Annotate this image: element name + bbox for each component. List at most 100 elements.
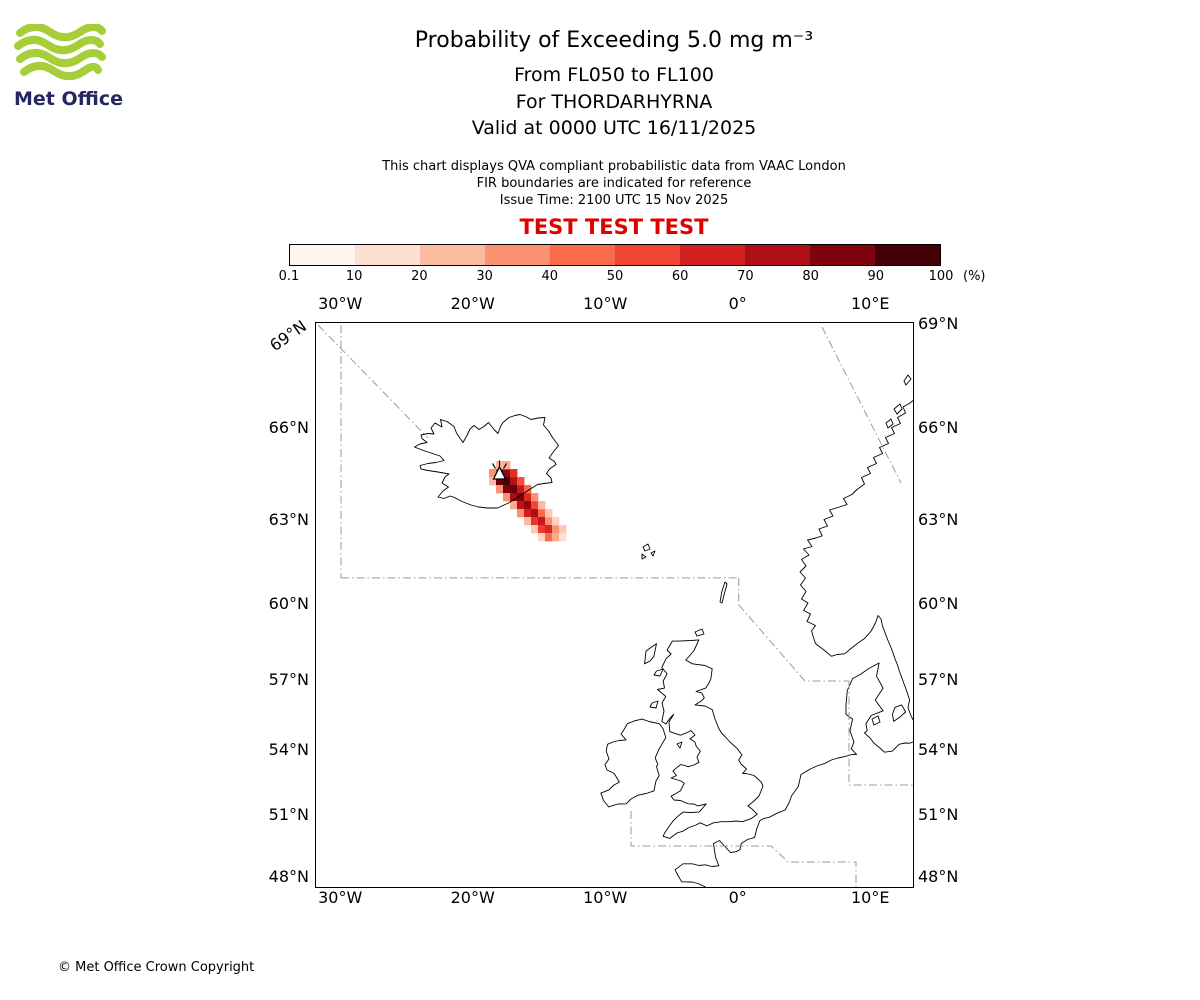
ash-plume-cell (517, 493, 525, 502)
island-skye (653, 668, 664, 677)
ash-plume-cell (552, 525, 560, 534)
island-isle-of-man (676, 741, 683, 749)
colorbar-tick-label: 60 (671, 269, 689, 284)
coastline-continent (674, 662, 913, 887)
latitude-label-left: 60°N (268, 593, 309, 613)
longitude-label: 0° (728, 294, 747, 313)
longitude-label: 0° (728, 888, 747, 907)
colorbar-tick-label: 80 (802, 269, 819, 284)
met-office-logo-text: Met Office (14, 88, 123, 110)
colorbar-tick-label: 90 (867, 269, 885, 284)
colorbar-tick-label: 40 (541, 269, 559, 284)
ash-plume-cell (510, 485, 518, 494)
latitude-label-right: 60°N (918, 593, 959, 613)
island-orkney (694, 628, 705, 637)
fir-boundary-north-sea (738, 604, 849, 682)
ash-plume-cell (510, 493, 518, 502)
ash-plume-cell (552, 533, 560, 542)
fir-boundary-norway-north (821, 326, 902, 484)
ash-plume-cell (496, 477, 504, 486)
fir-boundary-london-south (630, 811, 857, 887)
chart-subtitle-valid-time: Valid at 0000 UTC 16/11/2025 (471, 117, 757, 139)
ash-plume-cell (496, 485, 504, 494)
colorbar-segment (680, 245, 745, 265)
ash-plume-cell (545, 533, 553, 542)
longitude-label: 10°W (583, 294, 628, 313)
latitude-label-left: 66°N (268, 417, 309, 437)
ash-plume-cell (559, 525, 567, 534)
coastline-great-britain (657, 639, 764, 839)
copyright-notice: © Met Office Crown Copyright (58, 960, 255, 975)
ash-plume-cell (524, 501, 532, 510)
colorbar-segment (810, 245, 875, 265)
ash-plume-cell (538, 533, 546, 542)
coastlines (414, 374, 913, 887)
met-office-logo: Met Office (14, 22, 124, 110)
ash-plume-cell (552, 517, 560, 526)
ash-plume-cell (545, 509, 553, 518)
ash-plume-cell (510, 469, 518, 478)
ash-plume-cell (510, 477, 518, 486)
island-shetland (719, 581, 728, 604)
ash-plume-cell (489, 477, 497, 486)
latitude-label-right: 63°N (918, 510, 959, 530)
coastline-norway (799, 400, 913, 657)
ash-plume-cell (503, 493, 511, 502)
ash-plume-cell (503, 461, 511, 470)
ash-plume-cell (503, 485, 511, 494)
chart-info-fir: FIR boundaries are indicated for referen… (476, 176, 752, 191)
colorbar-segment (355, 245, 420, 265)
ash-plume-cell (545, 517, 553, 526)
fir-boundaries (317, 324, 913, 887)
ash-plume-cell (524, 517, 532, 526)
ash-plume-cell (503, 469, 511, 478)
ash-plume-cell (538, 517, 546, 526)
fir-boundary-northwest-diagonal (317, 324, 429, 439)
ash-plume-cell (524, 509, 532, 518)
map-svg (317, 324, 913, 887)
ash-plume-cell (510, 501, 518, 510)
ash-plume-cell (517, 501, 525, 510)
ash-plume-cell (531, 493, 539, 502)
map-canvas (315, 322, 914, 888)
colorbar-tick-labels: 0.1 10 20 30 40 50 60 70 80 90 100 (279, 269, 954, 285)
chart-title: Probability of Exceeding 5.0 mg m⁻³ (414, 28, 814, 53)
ash-plume-cell (503, 477, 511, 486)
latitude-label-right: 51°N (918, 805, 959, 825)
colorbar-tick-label: 50 (606, 269, 624, 284)
chart-subtitle-flight-levels: From FL050 to FL100 (514, 64, 714, 86)
colorbar-unit-label: (%) (963, 269, 986, 284)
chart-info-source: This chart displays QVA compliant probab… (382, 159, 846, 174)
coastline-iceland (414, 414, 559, 509)
coastline-skagerrak-sweden (831, 615, 913, 721)
colorbar-segment (745, 245, 810, 265)
ash-plume-cell (531, 517, 539, 526)
latitude-label-left: 54°N (268, 740, 309, 760)
volcano-marker (491, 460, 508, 480)
colorbar-tick-label: 70 (737, 269, 754, 284)
colorbar-segment (485, 245, 550, 265)
ash-plume-cell (524, 493, 532, 502)
latitude-label-right: 66°N (918, 417, 959, 437)
colorbar-tick-label: 100 (928, 269, 954, 284)
chart-info-issue-time: Issue Time: 2100 UTC 15 Nov 2025 (499, 193, 729, 208)
longitude-label: 10°E (850, 294, 890, 313)
latitude-label-left: 63°N (268, 510, 309, 530)
colorbar-segment (550, 245, 615, 265)
longitude-label: 30°W (318, 294, 363, 313)
colorbar-tick-label: 10 (345, 269, 363, 284)
ash-plume-cell (538, 509, 546, 518)
island-faroe (641, 543, 656, 560)
colorbar-tick-label: 20 (411, 269, 428, 284)
colorbar-segment (615, 245, 680, 265)
longitude-label: 30°W (318, 888, 363, 907)
longitude-label: 20°W (450, 888, 495, 907)
ash-plume-cell (531, 509, 539, 518)
longitude-label: 10°E (850, 888, 890, 907)
colorbar-tick-label: 0.1 (278, 269, 300, 284)
ash-plume-cell (517, 485, 525, 494)
ash-plume-cell (489, 469, 497, 478)
latitude-label-right: 69°N (918, 314, 959, 333)
ash-plume-cell (538, 525, 546, 534)
